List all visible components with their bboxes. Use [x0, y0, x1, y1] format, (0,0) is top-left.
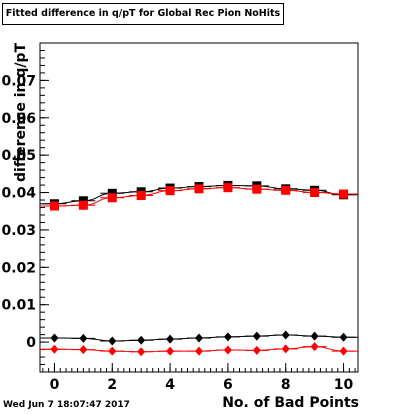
- y-tick-label: 0.02: [1, 260, 36, 276]
- diamond-marker: [223, 345, 232, 355]
- x-tick-label: 2: [107, 377, 117, 393]
- square-marker: [49, 201, 59, 211]
- x-tick-label: 10: [334, 377, 354, 393]
- x-tick-label: 6: [223, 377, 233, 393]
- diamond-marker: [310, 331, 319, 341]
- axis-ticks: [40, 49, 356, 373]
- x-tick-label: 8: [281, 377, 291, 393]
- diamond-marker: [281, 330, 290, 340]
- square-marker: [281, 185, 291, 195]
- square-marker: [165, 186, 175, 196]
- diamond-marker: [50, 333, 59, 343]
- x-tick-label: 4: [165, 377, 175, 393]
- diamond-marker: [137, 347, 146, 357]
- diamond-marker: [166, 346, 175, 356]
- diamond-marker: [79, 345, 88, 355]
- diamond-marker: [108, 336, 117, 346]
- square-marker: [223, 183, 233, 193]
- diamond-marker: [79, 333, 88, 343]
- diamond-marker: [252, 331, 261, 341]
- y-tick-label: 0.06: [1, 111, 36, 127]
- y-tick-label: 0.04: [1, 186, 36, 202]
- square-marker: [252, 184, 262, 194]
- x-tick-labels: 0 2 4 6 8 10: [50, 377, 354, 393]
- x-tick-label: 0: [50, 377, 60, 393]
- square-marker: [78, 200, 88, 210]
- chart-title: Fitted difference in q/pT for Global Rec…: [5, 8, 281, 19]
- square-marker: [194, 184, 204, 194]
- square-marker: [339, 189, 349, 199]
- diamond-marker: [223, 332, 232, 342]
- y-axis-label: difference in q/pT: [13, 42, 29, 182]
- diamond-marker: [310, 342, 319, 352]
- y-tick-label: 0.05: [1, 148, 36, 164]
- square-marker: [136, 191, 146, 201]
- square-marker: [107, 193, 117, 203]
- square-marker: [310, 188, 320, 198]
- y-tick-labels: 0 0.01 0.02 0.03 0.04 0.05 0.06 0.07: [1, 73, 36, 351]
- diamond-marker: [195, 346, 203, 356]
- diamond-marker: [137, 335, 146, 345]
- y-tick-label: 0: [26, 335, 36, 351]
- y-tick-label: 0.01: [1, 298, 36, 314]
- diamond-marker: [339, 332, 348, 342]
- diamond-marker: [108, 346, 117, 356]
- diamond-marker: [281, 344, 290, 354]
- x-axis-label: No. of Bad Points: [222, 395, 359, 411]
- data-markers: [42, 180, 356, 357]
- y-tick-label: 0.03: [1, 223, 36, 239]
- diamond-marker: [166, 334, 175, 344]
- diamond-marker: [252, 345, 261, 355]
- diamond-marker: [195, 333, 203, 343]
- y-tick-label: 0.07: [1, 73, 36, 89]
- diamond-marker: [339, 346, 348, 356]
- diamond-marker: [50, 344, 59, 354]
- chart-title-box: Fitted difference in q/pT for Global Rec…: [2, 3, 284, 25]
- fit-curves: [40, 184, 358, 353]
- timestamp: Wed Jun 7 18:07:47 2017: [3, 400, 130, 410]
